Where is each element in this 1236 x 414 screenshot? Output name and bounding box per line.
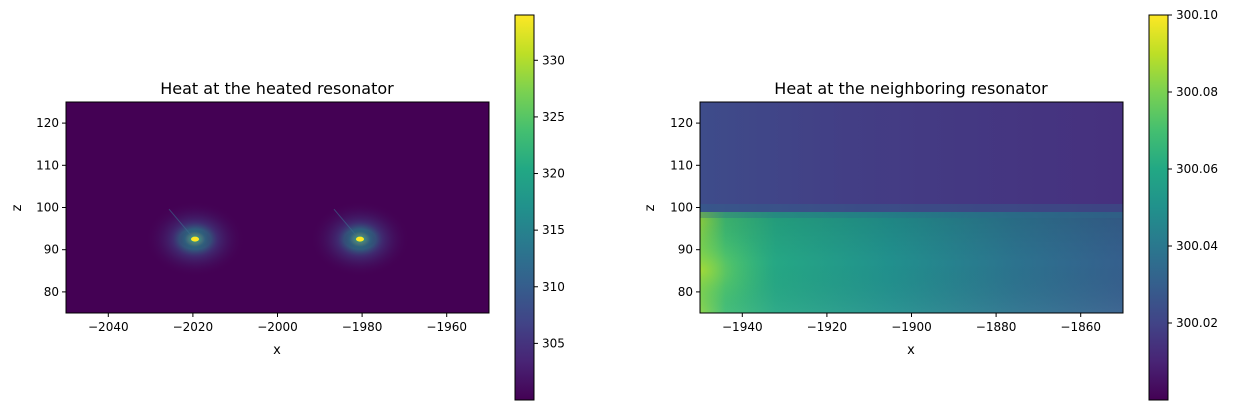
- heatmap-warm-corner: [700, 218, 840, 313]
- colorbar-frame: [514, 14, 535, 401]
- y-tick-label: 110: [36, 158, 59, 172]
- neighboring-resonator-colorbar: 300.02 300.04 300.06 300.08 300.10: [1148, 8, 1218, 401]
- x-ticks: −2040 −2020 −2000 −1980 −1960: [88, 313, 467, 334]
- x-tick-label: −2020: [173, 320, 214, 334]
- colorbar-tick-label: 300.02: [1176, 316, 1218, 330]
- colorbar-tick-label: 310: [542, 280, 565, 294]
- hotspot: [145, 201, 246, 278]
- x-tick-label: −1860: [1060, 320, 1101, 334]
- colorbar-tick-label: 305: [542, 336, 565, 350]
- y-tick-label: 120: [36, 116, 59, 130]
- y-tick-label: 80: [678, 285, 693, 299]
- neighboring-resonator-heatmap: [700, 102, 1123, 313]
- y-axis-label: z: [643, 204, 658, 211]
- colorbar-tick-label: 315: [542, 223, 565, 237]
- chart-title: Heat at the heated resonator: [160, 79, 394, 98]
- colorbar-tick-label: 300.08: [1176, 85, 1218, 99]
- y-tick-label: 110: [670, 158, 693, 172]
- colorbar-frame: [1148, 14, 1169, 401]
- colorbar-ticks: 300.02 300.04 300.06 300.08 300.10: [1168, 8, 1218, 330]
- colorbar-tick-label: 300.06: [1176, 162, 1218, 176]
- colorbar-gradient: [1149, 15, 1168, 400]
- y-tick-label: 100: [670, 201, 693, 215]
- heatmap-background: [66, 102, 489, 313]
- colorbar-tick-label: 300.10: [1176, 8, 1218, 22]
- x-axis-label: x: [907, 343, 915, 358]
- chart-title: Heat at the neighboring resonator: [774, 79, 1048, 98]
- y-ticks: 80 90 100 110 120: [36, 116, 66, 299]
- x-tick-label: −1880: [976, 320, 1017, 334]
- hotspot: [309, 201, 410, 278]
- y-tick-label: 90: [44, 243, 59, 257]
- y-ticks: 80 90 100 110 120: [670, 116, 700, 299]
- x-axis-label: x: [273, 343, 281, 358]
- x-tick-label: −1920: [807, 320, 848, 334]
- colorbar-tick-label: 325: [542, 110, 565, 124]
- neighboring-resonator-panel: Heat at the neighboring resonator x z −1…: [643, 79, 1124, 358]
- heated-resonator-colorbar: 305 310 315 320 325 330: [514, 14, 565, 401]
- y-tick-label: 90: [678, 243, 693, 257]
- x-tick-label: −1980: [342, 320, 383, 334]
- heatmap-transition-band: [700, 204, 1123, 218]
- colorbar-tick-label: 320: [542, 167, 565, 181]
- colorbar-tick-label: 330: [542, 53, 565, 67]
- x-ticks: −1940 −1920 −1900 −1880 −1860: [722, 313, 1101, 334]
- colorbar-tick-label: 300.04: [1176, 239, 1218, 253]
- heated-resonator-heatmap: [66, 102, 489, 313]
- colorbar-gradient: [515, 15, 534, 400]
- x-tick-label: −1960: [426, 320, 467, 334]
- x-tick-label: −2040: [88, 320, 129, 334]
- y-axis-label: z: [10, 204, 25, 211]
- colorbar-ticks: 305 310 315 320 325 330: [534, 53, 565, 350]
- x-tick-label: −2000: [257, 320, 298, 334]
- y-tick-label: 80: [44, 285, 59, 299]
- heated-resonator-panel: Heat at the heated resonator x z −2040 −2…: [10, 79, 490, 358]
- y-tick-label: 100: [36, 201, 59, 215]
- x-tick-label: −1900: [891, 320, 932, 334]
- x-tick-label: −1940: [722, 320, 763, 334]
- y-tick-label: 120: [670, 116, 693, 130]
